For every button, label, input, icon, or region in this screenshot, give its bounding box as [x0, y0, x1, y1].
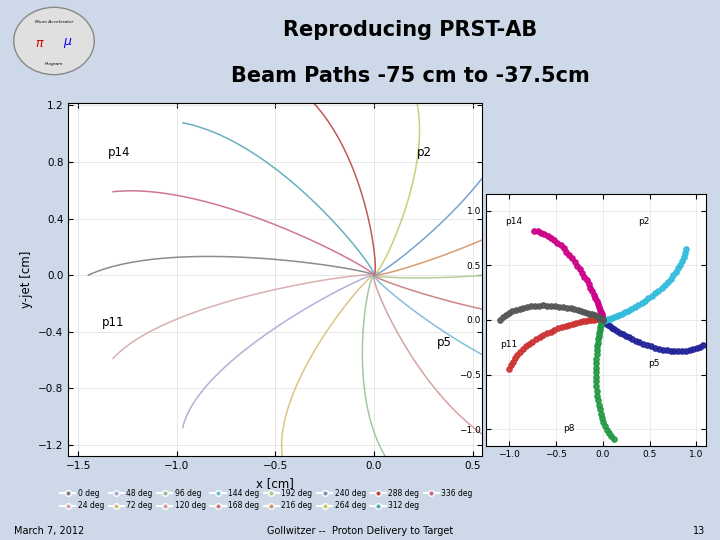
Text: p2: p2: [418, 146, 432, 159]
Circle shape: [14, 8, 94, 75]
Text: p5: p5: [648, 359, 660, 368]
Text: p5: p5: [437, 336, 452, 349]
Y-axis label: y-jet [cm]: y-jet [cm]: [19, 251, 32, 308]
Text: p2: p2: [639, 217, 649, 226]
Text: p14: p14: [108, 146, 130, 159]
Text: Reproducing PRST-AB: Reproducing PRST-AB: [283, 19, 538, 39]
Text: $\mu$: $\mu$: [63, 36, 73, 50]
Text: 13: 13: [693, 525, 706, 536]
Text: p11: p11: [102, 316, 125, 329]
Text: p11: p11: [500, 340, 517, 349]
Text: Beam Paths -75 cm to -37.5cm: Beam Paths -75 cm to -37.5cm: [231, 66, 590, 86]
Text: Program: Program: [45, 63, 63, 66]
Text: Muon Accelerator: Muon Accelerator: [35, 20, 73, 24]
Text: Gollwitzer --  Proton Delivery to Target: Gollwitzer -- Proton Delivery to Target: [267, 525, 453, 536]
Text: March 7, 2012: March 7, 2012: [14, 525, 85, 536]
Text: $\pi$: $\pi$: [35, 37, 45, 50]
X-axis label: x [cm]: x [cm]: [256, 477, 294, 490]
Text: p8: p8: [564, 424, 575, 433]
Text: p14: p14: [505, 217, 522, 226]
Legend: 0 deg, 24 deg, 48 deg, 72 deg, 96 deg, 120 deg, 144 deg, 168 deg, 192 deg, 216 d: 0 deg, 24 deg, 48 deg, 72 deg, 96 deg, 1…: [60, 489, 473, 510]
